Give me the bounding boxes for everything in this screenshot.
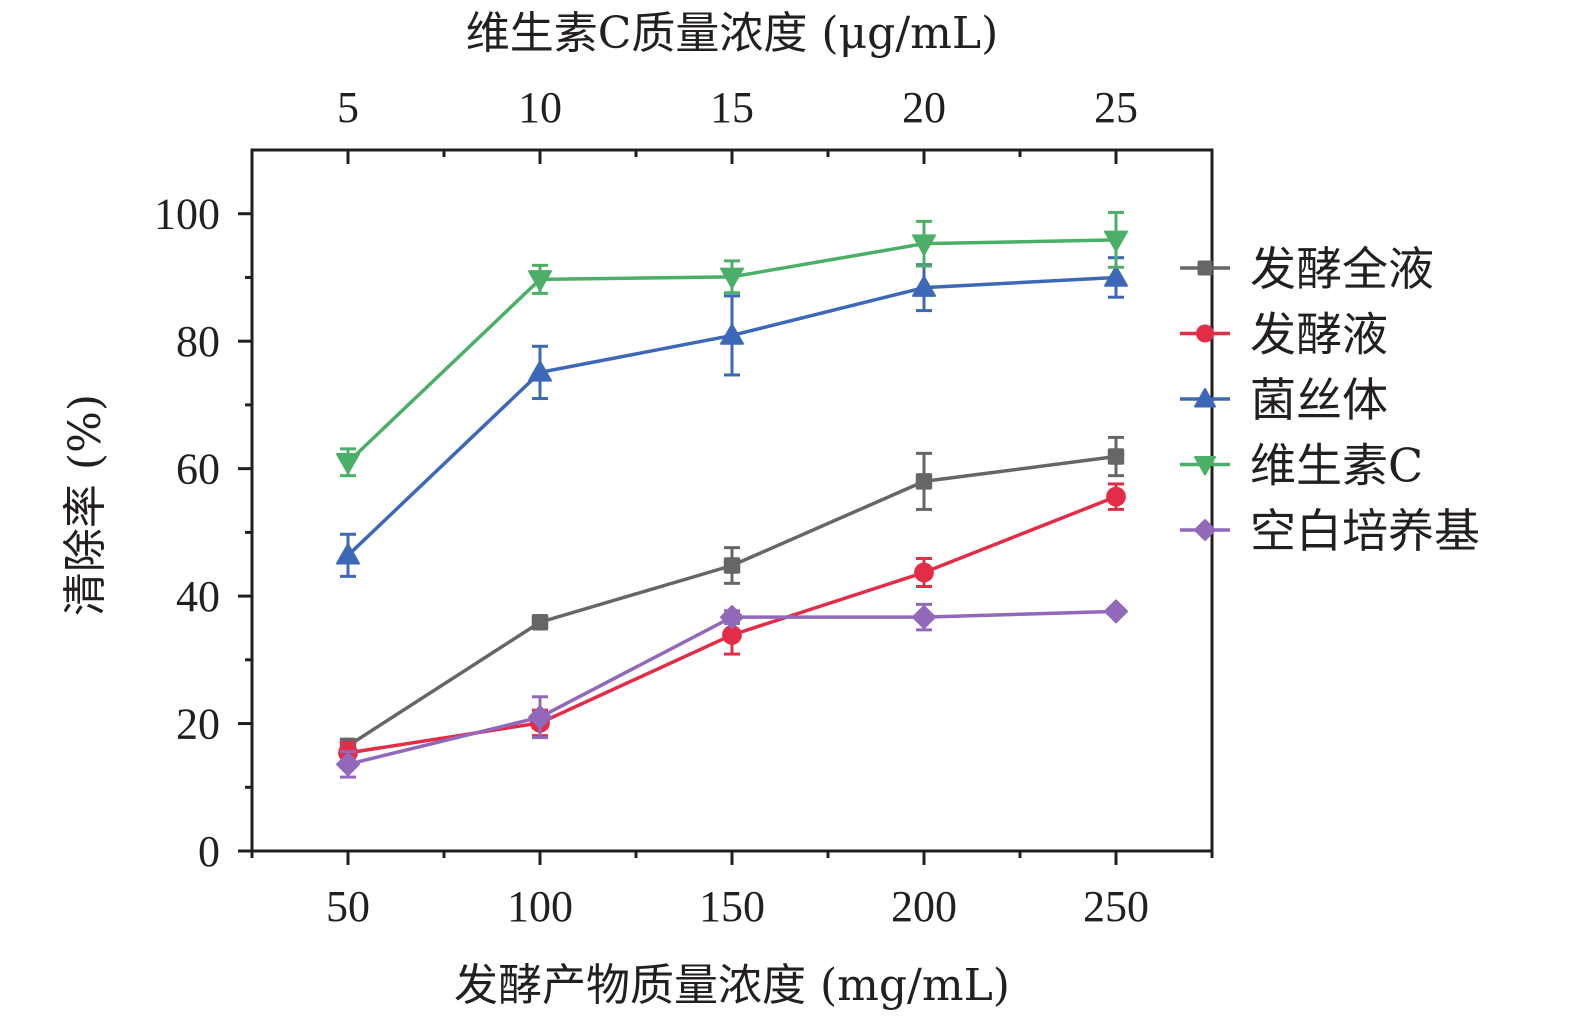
x2-axis-title: 维生素C质量浓度 (μg/mL) — [466, 8, 999, 59]
data-point — [531, 613, 549, 631]
x-tick-label: 50 — [326, 882, 370, 931]
x2-tick-label: 20 — [902, 83, 946, 132]
data-point — [528, 360, 552, 382]
series-3 — [336, 256, 1128, 578]
data-point — [720, 323, 744, 345]
legend-item: 发酵全液 — [1180, 242, 1434, 296]
data-point — [722, 625, 742, 645]
series-layer — [336, 210, 1128, 779]
legend-item: 维生素C — [1180, 439, 1423, 493]
legend-item: 菌丝体 — [1180, 373, 1388, 427]
series-4 — [336, 210, 1128, 478]
data-point — [1107, 448, 1125, 465]
x-axis-title: 发酵产物质量浓度 (mg/mL) — [454, 960, 1010, 1011]
y-tick-label: 0 — [198, 827, 220, 876]
series-5 — [336, 599, 1128, 779]
series-1 — [339, 435, 1125, 755]
data-point — [528, 705, 552, 730]
x2-tick-label: 25 — [1094, 83, 1138, 132]
data-point — [912, 275, 936, 297]
data-point — [720, 605, 744, 630]
legend-marker — [1194, 519, 1216, 541]
data-point — [912, 605, 936, 630]
y-tick-label: 60 — [176, 445, 220, 494]
x-tick-label: 150 — [699, 882, 765, 931]
legend-marker — [1194, 456, 1216, 476]
data-point — [723, 557, 741, 574]
x2-tick-label: 5 — [337, 83, 359, 132]
x-tick-label: 200 — [891, 882, 957, 931]
legend-label: 维生素C — [1250, 439, 1423, 493]
data-point — [912, 234, 936, 256]
legend-label: 发酵全液 — [1250, 242, 1434, 296]
data-point — [1104, 599, 1128, 624]
legend-item: 空白培养基 — [1180, 504, 1480, 558]
legend-label: 菌丝体 — [1250, 373, 1388, 427]
legend-marker — [1197, 260, 1213, 276]
data-point — [1106, 486, 1126, 507]
legend-marker — [1194, 388, 1216, 408]
y-tick-label: 80 — [176, 317, 220, 366]
y-tick-label: 40 — [176, 572, 220, 621]
x2-tick-label: 15 — [710, 83, 754, 132]
y-tick-label: 20 — [176, 700, 220, 749]
data-point — [915, 473, 933, 490]
x-tick-label: 100 — [507, 882, 573, 931]
data-point — [336, 752, 360, 777]
data-point — [336, 543, 360, 565]
legend-label: 空白培养基 — [1250, 504, 1480, 558]
data-point — [528, 270, 552, 292]
series-line — [347, 454, 1117, 748]
data-point — [336, 453, 360, 475]
y-tick-label: 100 — [154, 190, 220, 239]
data-point — [720, 267, 744, 289]
x2-tick-label: 10 — [518, 83, 562, 132]
legend-label: 发酵液 — [1250, 308, 1388, 362]
x-tick-label: 250 — [1083, 882, 1149, 931]
legend-marker — [1196, 324, 1214, 343]
data-point — [914, 562, 934, 583]
data-point — [1104, 265, 1128, 287]
legend-item: 发酵液 — [1180, 308, 1388, 362]
y-axis-title: 清除率 (%) — [60, 394, 111, 616]
data-point — [1104, 230, 1128, 252]
